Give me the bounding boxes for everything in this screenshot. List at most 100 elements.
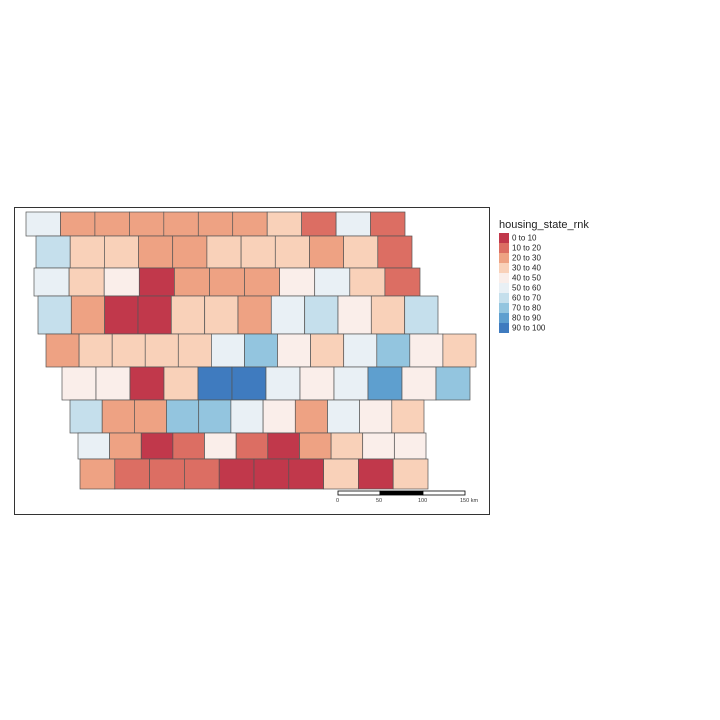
legend-label-5: 50 to 60	[512, 284, 541, 293]
county-r5-c10	[401, 366, 437, 401]
county-r1-c0	[35, 235, 71, 269]
county-r5-c9	[367, 366, 403, 401]
scale-seg-2	[379, 490, 424, 496]
county-r7-c10	[394, 432, 427, 460]
county-r4-c12	[442, 333, 477, 368]
legend-swatch-0	[499, 233, 509, 243]
county-r5-c11	[435, 366, 471, 401]
county-r7-c1	[109, 432, 142, 460]
legend-label-8: 80 to 90	[512, 314, 541, 323]
county-r1-c8	[309, 235, 345, 269]
county-r3-c2	[104, 295, 139, 335]
county-r4-c9	[343, 333, 378, 368]
county-r2-c5	[209, 267, 245, 297]
county-r1-c4	[172, 235, 208, 269]
county-r6-c9	[359, 399, 393, 434]
county-r6-c6	[262, 399, 296, 434]
county-r7-c4	[204, 432, 237, 460]
county-r0-c4	[163, 211, 199, 237]
scale-tick-100: 100	[418, 498, 427, 504]
county-r5-c5	[231, 366, 267, 401]
county-r7-c8	[330, 432, 364, 460]
county-r8-c8	[358, 458, 394, 490]
county-r4-c8	[310, 333, 345, 368]
county-r6-c8	[327, 399, 361, 434]
county-r1-c9	[343, 235, 379, 269]
county-r8-c5	[253, 458, 290, 490]
county-r2-c6	[244, 267, 280, 297]
county-r4-c5	[211, 333, 245, 368]
county-r0-c9	[335, 211, 371, 237]
legend-label-2: 20 to 30	[512, 254, 541, 263]
county-r1-c7	[274, 235, 310, 269]
county-r5-c2	[129, 366, 165, 401]
county-r3-c4	[170, 295, 205, 335]
county-r3-c6	[237, 295, 272, 335]
county-r8-c2	[149, 458, 185, 490]
legend-label-3: 30 to 40	[512, 264, 541, 273]
county-r5-c4	[197, 366, 233, 401]
county-r4-c0	[45, 333, 80, 368]
scale-tick-150: 150 km	[460, 498, 478, 504]
county-r4-c2	[111, 333, 146, 368]
county-r0-c1	[60, 211, 96, 237]
county-r5-c0	[61, 366, 97, 401]
county-r2-c1	[68, 267, 105, 297]
legend-swatch-9	[499, 323, 509, 333]
county-r5-c8	[333, 366, 369, 401]
legend-swatch-2	[499, 253, 509, 263]
legend-swatch-7	[499, 303, 509, 313]
county-r4-c4	[177, 333, 212, 368]
county-r6-c5	[230, 399, 264, 434]
legend-label-6: 60 to 70	[512, 294, 541, 303]
county-r7-c6	[267, 432, 300, 460]
county-r8-c7	[323, 458, 359, 490]
county-r5-c3	[163, 366, 199, 401]
county-r3-c7	[270, 295, 305, 335]
county-r3-c1	[70, 295, 105, 335]
county-r1-c2	[104, 235, 139, 269]
county-r7-c9	[362, 432, 395, 460]
county-r3-c11	[404, 295, 439, 335]
county-r0-c5	[197, 211, 234, 237]
county-r8-c6	[288, 458, 324, 490]
county-r2-c8	[314, 267, 351, 297]
scale-tick-0: 0	[336, 498, 339, 504]
legend-title: housing_state_rnk	[499, 219, 589, 231]
county-r5-c1	[95, 366, 131, 401]
scale-seg-1	[337, 490, 381, 496]
county-r7-c5	[235, 432, 269, 460]
county-r2-c0	[33, 267, 70, 297]
county-r3-c9	[337, 295, 372, 335]
county-r6-c4	[198, 399, 232, 434]
scale-tick-50: 50	[376, 498, 382, 504]
legend-swatch-6	[499, 293, 509, 303]
county-r1-c1	[69, 235, 105, 269]
legend-label-1: 10 to 20	[512, 244, 541, 253]
county-r3-c3	[137, 295, 172, 335]
legend-label-0: 0 to 10	[512, 234, 537, 243]
county-r3-c0	[37, 295, 72, 335]
county-r8-c4	[218, 458, 255, 490]
county-r6-c3	[166, 399, 200, 434]
county-r4-c1	[78, 333, 113, 368]
county-r5-c7	[299, 366, 335, 401]
legend-label-9: 90 to 100	[512, 324, 546, 333]
county-r6-c2	[134, 399, 167, 434]
county-r6-c0	[69, 399, 103, 434]
county-r7-c2	[140, 432, 174, 460]
county-r7-c0	[77, 432, 110, 460]
county-r7-c3	[172, 432, 205, 460]
county-r1-c3	[138, 235, 174, 269]
county-r0-c3	[129, 211, 165, 237]
county-r6-c7	[294, 399, 328, 434]
county-r2-c10	[384, 267, 421, 297]
county-r2-c7	[279, 267, 316, 297]
county-r6-c1	[101, 399, 135, 434]
legend-swatch-4	[499, 273, 509, 283]
county-r1-c6	[240, 235, 276, 269]
county-r8-c0	[79, 458, 116, 490]
county-r4-c10	[376, 333, 411, 368]
legend-swatch-5	[499, 283, 509, 293]
